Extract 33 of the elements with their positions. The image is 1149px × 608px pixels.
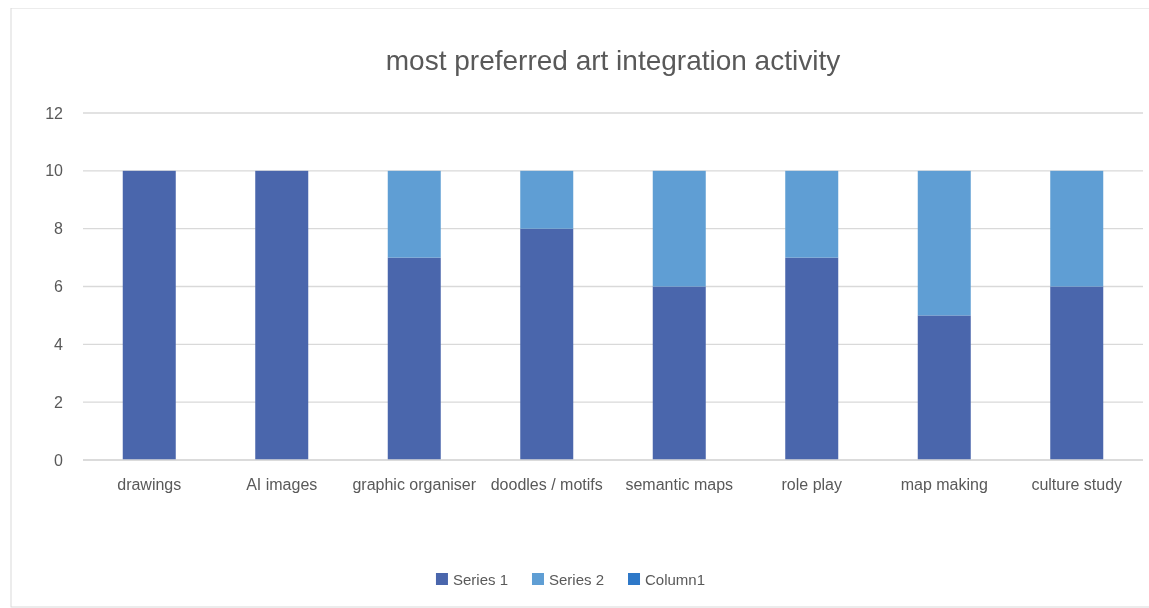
x-tick-label: drawings (117, 476, 182, 493)
x-tick-label: graphic organiser (352, 476, 477, 493)
legend-label: Column1 (645, 571, 706, 589)
legend-label: Series 1 (452, 571, 508, 589)
bar (1050, 170, 1104, 287)
bar (387, 257, 441, 460)
bar (1050, 286, 1104, 460)
x-tick-label: AI images (246, 476, 318, 493)
bar (785, 257, 839, 460)
chart-title: most preferred art integration activity (385, 45, 841, 76)
x-tick-label: doodles / motifs (490, 476, 603, 493)
y-tick-label: 10 (45, 162, 64, 180)
bar (917, 315, 971, 460)
y-tick-label: 4 (54, 335, 64, 353)
y-tick-label: 8 (54, 220, 64, 238)
bar (122, 170, 176, 460)
x-tick-label: role play (781, 476, 842, 493)
bar (652, 286, 706, 460)
y-tick-label: 12 (45, 104, 64, 122)
legend-label: Series 2 (548, 571, 605, 589)
y-tick-label: 0 (54, 451, 64, 469)
bar (387, 170, 441, 258)
y-tick-label: 6 (54, 278, 64, 296)
bar (520, 228, 574, 460)
bar (652, 170, 706, 287)
y-tick-label: 2 (54, 393, 64, 411)
bar (785, 170, 839, 258)
x-tick-label: map making (900, 476, 988, 493)
bar (520, 170, 574, 229)
x-tick-label: semantic maps (625, 476, 734, 493)
bar (917, 170, 971, 316)
bar (255, 170, 309, 460)
x-tick-label: culture study (1031, 476, 1123, 493)
